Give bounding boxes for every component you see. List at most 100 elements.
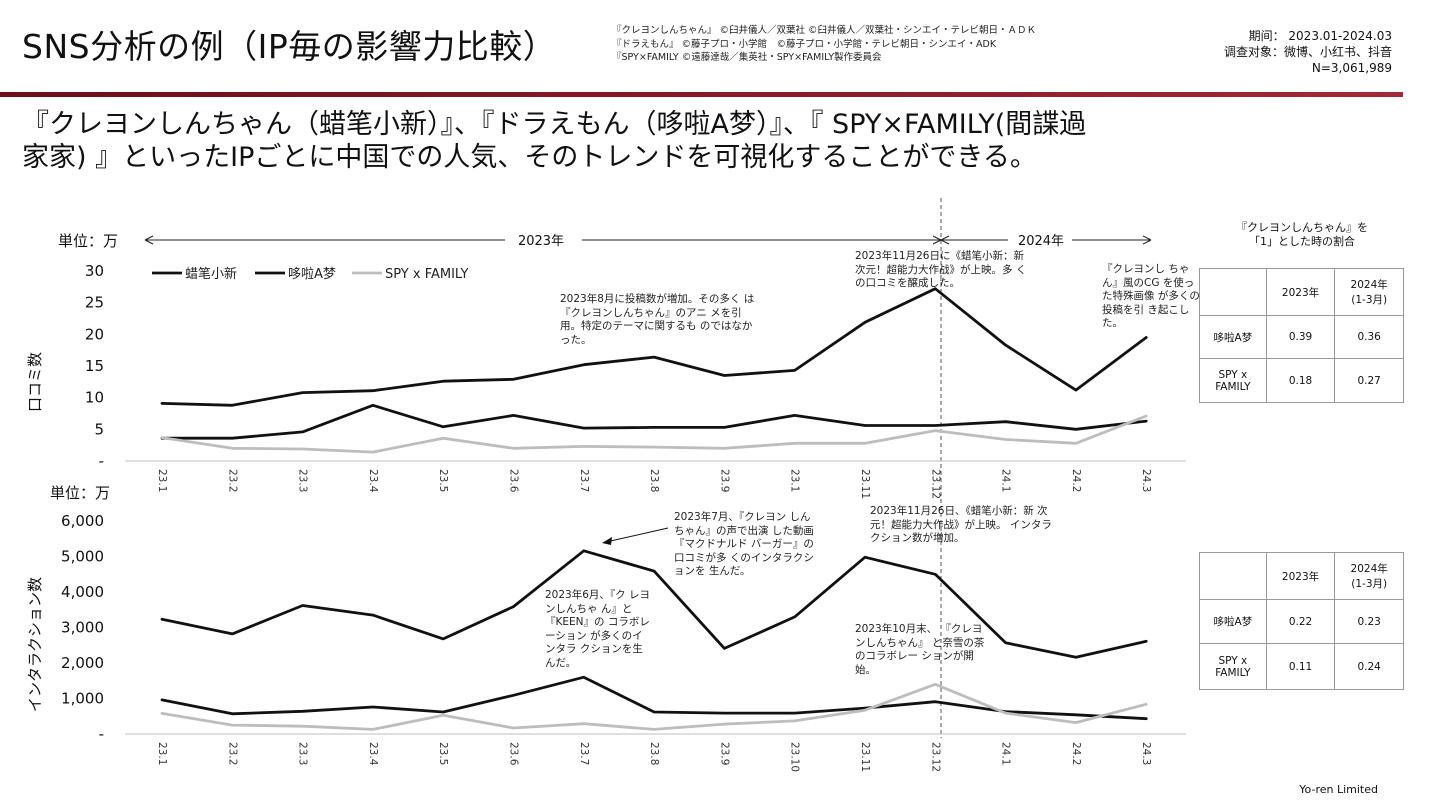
data-point xyxy=(372,451,374,454)
data-point xyxy=(1004,438,1007,441)
y-tick-label: 5 xyxy=(94,420,104,438)
ratio-row-label: SPY x FAMILY xyxy=(1199,358,1267,403)
data-point xyxy=(653,711,655,713)
data-point xyxy=(934,573,937,576)
x-tick-label: 24.1 xyxy=(1000,742,1012,765)
x-tick-label: 23.9 xyxy=(718,469,730,492)
ratio-title: 『クレヨンしんちゃん』を 「1」とした時の割合 xyxy=(1200,221,1404,249)
x-tick-label: 24.1 xyxy=(1000,469,1012,492)
y-tick-label: 15 xyxy=(85,357,104,375)
data-point xyxy=(231,724,234,727)
data-point xyxy=(1004,641,1007,644)
x-tick-label: 23.3 xyxy=(297,742,309,765)
survey-targets: 调查对象：微博、小红书、抖音 xyxy=(1223,45,1392,59)
chart1-note-mar: 『クレヨンし ちゃん』風のCG を使った特殊画像 が多くの投稿を引 き起こした。 xyxy=(1102,263,1200,329)
copyright-line: 『SPY×FAMILY ©遠藤達哉／集英社・SPY×FAMILY製作委員会 xyxy=(612,52,882,63)
data-point xyxy=(512,694,515,697)
data-point xyxy=(1075,428,1077,431)
chart2-note-jun: 2023年6月、『ク レヨンしんちゃ ん』と『KEEN』の コラボレーション が… xyxy=(545,589,650,669)
arrowhead-center xyxy=(932,235,950,245)
data-point xyxy=(231,632,234,635)
x-tick-label: 23.8 xyxy=(648,469,660,492)
data-point xyxy=(1145,336,1148,339)
chart2-note-nov: 2023年11月26日、《蜡笔小新：新 次元！超能力大作战》が上映。 インタラク… xyxy=(870,505,1052,544)
table-row: SPY x FAMILY 0.11 0.24 xyxy=(1199,643,1404,690)
x-tick-label: 23.6 xyxy=(508,469,520,493)
data-point xyxy=(793,712,796,714)
data-point xyxy=(723,712,726,714)
ratio-header-2023: 2023年 xyxy=(1265,552,1336,600)
ratio-title-line1: 『クレヨンしんちゃん』を xyxy=(1236,221,1368,234)
data-point xyxy=(864,321,866,324)
x-tick-label: 23.4 xyxy=(367,469,379,493)
timeline: 2023年 2024年 xyxy=(144,198,1152,738)
x-tick-label: 23.1 xyxy=(156,469,168,492)
data-point xyxy=(1004,712,1007,714)
y-tick-label: 1,000 xyxy=(61,690,104,708)
y-tick-label: 4,000 xyxy=(61,583,104,601)
data-point xyxy=(793,719,796,722)
table-row: 哆啦A梦 0.22 0.23 xyxy=(1199,599,1404,644)
data-point xyxy=(1075,656,1077,659)
data-point xyxy=(161,712,163,715)
data-point xyxy=(301,725,304,728)
x-tick-label: 23.2 xyxy=(226,742,238,765)
data-point xyxy=(372,728,374,731)
data-point xyxy=(1145,420,1148,422)
data-point xyxy=(723,723,726,725)
copyright-line: 『ドラえもん』 ©藤子プロ・小学館 ©藤子プロ・小学館・テレビ朝日・シンエイ・A… xyxy=(612,38,997,50)
header-divider xyxy=(0,92,1403,97)
data-point xyxy=(1075,721,1077,724)
y-tick-label: - xyxy=(99,452,104,470)
chart2-interaction-count: - 1,000 2,000 3,000 4,000 5,000 6,000 23.1 23.2 2… xyxy=(61,512,1186,772)
x-tick-label: 23.12 xyxy=(929,742,941,772)
data-point xyxy=(1145,640,1148,643)
data-point xyxy=(1004,420,1007,423)
data-point xyxy=(1075,389,1077,391)
annotation-arrow-line xyxy=(605,527,669,543)
data-point xyxy=(934,429,937,432)
data-point xyxy=(231,447,234,450)
x-tick-label: 23.6 xyxy=(508,742,520,766)
x-tick-label: 23.12 xyxy=(929,469,941,499)
data-point xyxy=(582,445,585,448)
data-point xyxy=(582,363,585,366)
data-point xyxy=(793,414,796,417)
ratio-row-label: 哆啦A梦 xyxy=(1199,599,1267,644)
data-point xyxy=(793,369,796,372)
ratio-row-label: 哆啦A梦 xyxy=(1199,315,1267,359)
data-point xyxy=(582,676,585,679)
data-point xyxy=(301,391,304,394)
data-point xyxy=(653,728,655,731)
legend-label: 哆啦A梦 xyxy=(288,267,336,282)
ratio-header-2024: 2024年 (1-3月) xyxy=(1334,268,1404,316)
data-point xyxy=(793,442,796,445)
data-point xyxy=(934,424,937,427)
chart2-unit: 単位：万 xyxy=(50,484,111,502)
data-point xyxy=(161,436,163,439)
data-point xyxy=(301,710,304,713)
data-point xyxy=(582,549,585,552)
data-point xyxy=(372,389,374,392)
x-tick-label: 23.10 xyxy=(789,742,801,772)
y-tick-label: 30 xyxy=(85,262,104,280)
x-tick-label: 23.4 xyxy=(367,742,379,766)
x-tick-label: 24.3 xyxy=(1140,469,1152,492)
x-tick-label: 23.2 xyxy=(226,469,238,492)
ratio-cell: 0.11 xyxy=(1265,643,1336,690)
ratio-cell: 0.22 xyxy=(1265,599,1336,644)
year-label-2023: 2023年 xyxy=(518,234,564,249)
x-tick-label: 23.1 xyxy=(789,469,801,492)
data-point xyxy=(372,614,374,616)
series-line-2-0 xyxy=(160,549,1148,659)
x-tick-label: 23.5 xyxy=(437,469,449,492)
table-row: 哆啦A梦 0.39 0.36 xyxy=(1199,315,1404,359)
data-point xyxy=(864,707,866,709)
data-point xyxy=(301,448,304,450)
ratio-table-keywords: 2023年 2024年 (1-3月) 哆啦A梦 0.39 0.36 SPY x … xyxy=(1199,268,1404,403)
chart1-note-aug: 2023年8月に投稿数が増加。その多く は『クレヨンしんちゃん』のアニ メを引用… xyxy=(560,293,755,346)
series-line-2-2 xyxy=(160,682,1148,731)
data-point xyxy=(582,722,585,725)
data-point xyxy=(512,378,515,381)
